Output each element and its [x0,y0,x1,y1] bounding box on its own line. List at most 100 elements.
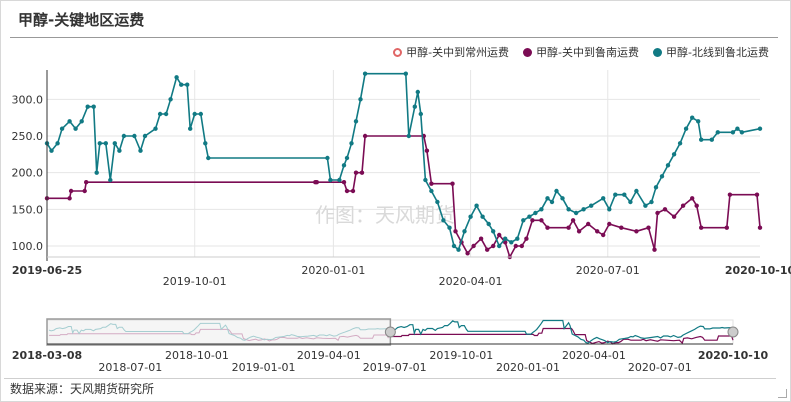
data-point [519,243,524,249]
data-point [491,229,496,234]
data-point [85,104,90,109]
data-point [55,141,60,146]
data-point [715,130,720,135]
data-point [97,141,103,146]
navigator-tick-label: 2020-01-01 [496,361,560,374]
navigator-selection[interactable] [46,318,392,346]
data-point [453,229,458,234]
data-point [595,229,600,234]
navigator-start-label: 2018-03-08 [12,349,82,362]
navigator-tick-label: 2019-01-01 [232,361,296,374]
series-2 [44,133,763,260]
data-point [429,188,434,194]
legend-item-changzhou[interactable]: 甲醇-关中到常州运费 [393,44,509,60]
data-point [699,137,704,142]
data-point [509,240,514,245]
data-point [485,247,490,252]
data-point [480,214,485,219]
data-point [185,82,190,87]
data-point [468,214,473,219]
data-point [694,203,699,208]
data-point [643,203,648,208]
data-point [341,180,347,185]
x-tick-label: 2020-10-10 [725,264,791,277]
data-point [754,192,760,197]
data-point [677,141,683,146]
data-point [570,218,576,223]
data-point [613,192,618,197]
data-point [724,225,729,230]
navigator-handle-left[interactable] [384,326,396,338]
data-point [103,141,109,146]
data-point [655,210,660,216]
data-point [168,97,173,102]
chart-legend: 甲醇-关中到常州运费 甲醇-关中到鲁南运费 甲醇-北线到鲁北运费 [393,44,769,60]
data-point [607,221,612,227]
data-point [112,141,118,146]
data-point [739,130,745,135]
data-point [418,111,423,117]
data-point [533,210,538,216]
y-tick-label: 200.0 [12,167,44,180]
data-point [349,141,354,146]
chart-title: 甲醇-关键地区运费 [18,11,145,29]
legend-item-lubei[interactable]: 甲醇-北线到鲁北运费 [653,44,769,60]
data-point [576,229,582,234]
resize-corner-icon [778,389,787,398]
data-point [649,199,654,205]
data-point [179,82,184,87]
data-point [757,225,763,230]
data-point [539,218,544,223]
data-point [474,203,479,208]
data-point [515,236,520,241]
legend-label-changzhou: 甲醇-关中到常州运费 [406,46,510,59]
legend-marker-lunan [523,47,533,57]
series-3 [44,71,763,252]
data-point [403,71,408,76]
data-point [325,155,330,161]
data-point [690,115,695,120]
data-point [344,155,350,161]
data-point [634,229,639,234]
data-point [709,137,714,142]
x-tick-label: 2020-04-01 [439,275,503,288]
data-point [619,225,624,230]
data-point [441,218,446,223]
data-point [456,247,461,252]
data-point [82,188,87,194]
data-point [49,148,54,153]
data-point [192,111,197,117]
data-point [344,188,350,194]
data-point [601,232,606,238]
navigator-handle-right[interactable] [727,326,739,338]
navigator-tick-label: 2018-10-01 [165,349,229,362]
data-point [138,148,143,153]
range-navigator[interactable]: 2018-03-08 2020-10-10 2018-07-012018-10-01… [12,318,769,374]
navigator-tick-label: 2020-04-01 [562,349,626,362]
data-point [699,225,704,230]
data-point [683,126,689,131]
navigator-tick-label: 2018-07-01 [98,361,162,374]
legend-marker-lubei [653,47,663,57]
data-point [108,177,113,183]
data-point [601,196,606,201]
y-tick-label: 150.0 [12,203,44,216]
title-divider [10,37,778,38]
data-point [157,111,163,117]
data-point [503,236,508,241]
navigator-tick-label: 2019-04-01 [297,349,361,362]
data-point [59,126,65,131]
navigator-series-2 [390,327,734,345]
data-point [153,126,158,131]
data-point [652,247,657,252]
navigator-faded-series-3 [48,322,389,341]
legend-marker-changzhou [393,47,403,57]
data-point [67,196,72,201]
legend-item-lunan[interactable]: 甲醇-关中到鲁南运费 [523,44,639,60]
data-point [497,232,502,238]
data-point [163,111,169,117]
data-point [530,218,535,223]
data-point [607,207,612,212]
data-point [730,130,736,135]
